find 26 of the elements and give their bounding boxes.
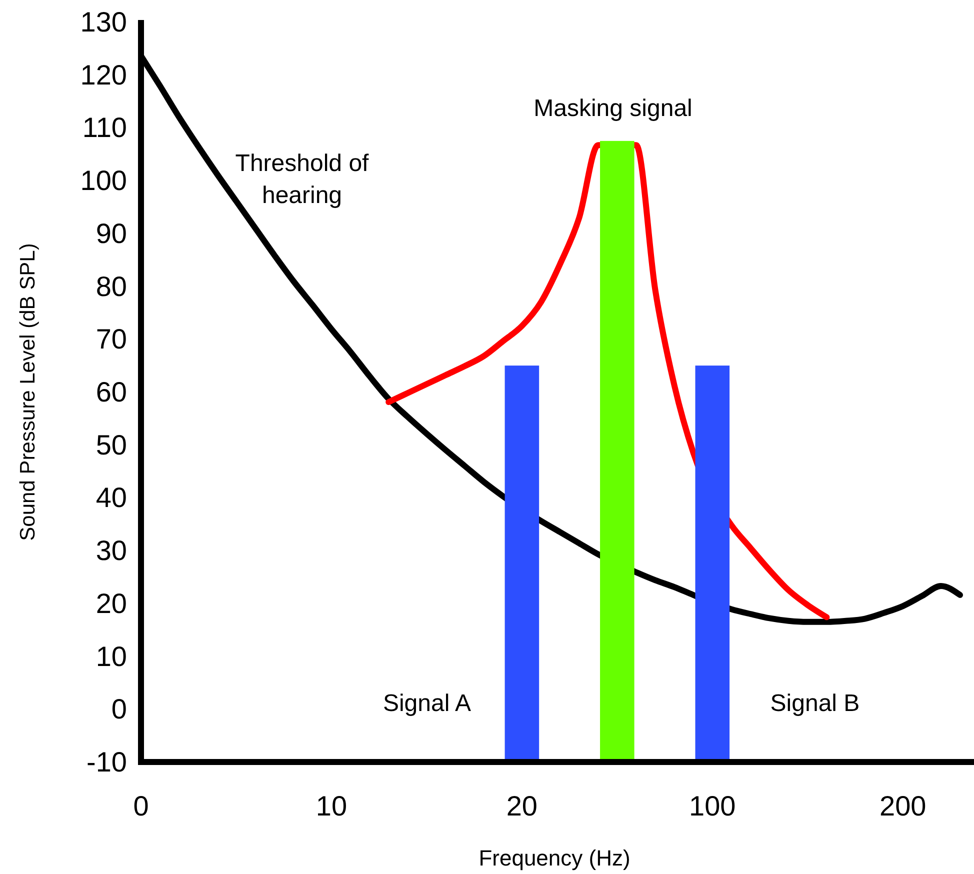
y-tick-label: 0	[111, 694, 127, 725]
y-tick-label: 40	[96, 482, 127, 514]
y-tick-label: 70	[96, 324, 127, 355]
y-tick-label: 80	[96, 270, 127, 302]
x-axis-title: Frequency (Hz)	[478, 846, 630, 870]
x-tick-label: 200	[880, 790, 926, 822]
y-tick-label: 50	[96, 429, 127, 460]
y-tick-label: 120	[80, 59, 127, 90]
y-tick-label: 60	[96, 376, 127, 408]
x-tick-label: 100	[689, 790, 736, 822]
x-tick-label: 10	[316, 790, 348, 822]
y-tick-label: -10	[86, 746, 127, 778]
annotation: Threshold of hearing	[235, 150, 370, 208]
y-tick-label: 20	[96, 588, 127, 619]
annotation: Signal A	[382, 690, 472, 716]
y-tick-label: 110	[82, 112, 127, 144]
annotation: Masking signal	[534, 94, 692, 122]
x-tick-label: 0	[133, 790, 149, 822]
y-tick-label: 130	[80, 6, 127, 38]
y-tick-label: 100	[80, 165, 127, 196]
y-axis-title: Sound Pressure Level (dB SPL)	[16, 243, 40, 541]
annotation: Signal B	[770, 690, 860, 716]
x-tick-label: 20	[506, 790, 538, 822]
y-tick-label: 10	[96, 640, 127, 672]
y-tick-label: 90	[96, 218, 127, 249]
y-tick-label: 30	[96, 535, 127, 566]
